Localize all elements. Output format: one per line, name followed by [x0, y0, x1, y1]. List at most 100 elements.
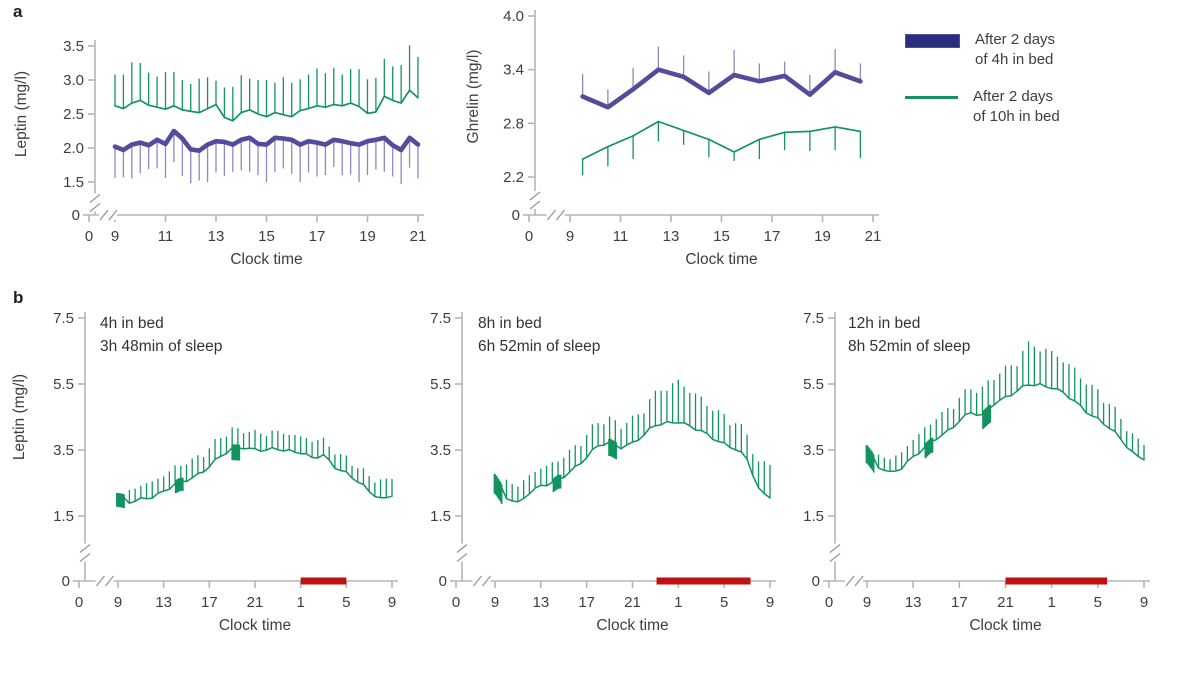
svg-text:5: 5 — [720, 594, 728, 611]
y-axis-title: Leptin (mg/l) — [13, 71, 30, 157]
x-axis-title: Clock time — [219, 617, 291, 634]
svg-text:0: 0 — [85, 228, 93, 245]
svg-text:9: 9 — [111, 228, 119, 245]
legend-swatch-10h-line-icon — [905, 96, 958, 99]
svg-text:7.5: 7.5 — [53, 310, 74, 327]
panel-a-label: a — [13, 2, 23, 21]
svg-text:3.5: 3.5 — [803, 442, 824, 459]
svg-text:0: 0 — [75, 594, 83, 611]
axes: 2.2 2.8 3.4 4.0 00 9 11 13 15 17 19 21 — [503, 8, 881, 245]
svg-text:21: 21 — [997, 594, 1014, 611]
svg-text:17: 17 — [764, 228, 781, 245]
svg-text:2.8: 2.8 — [503, 115, 524, 132]
legend-label-4h-line2: of 4h in bed — [975, 51, 1054, 68]
svg-text:9: 9 — [114, 594, 122, 611]
series-0-green — [493, 379, 771, 505]
svg-text:13: 13 — [155, 594, 172, 611]
axis-break-marks — [79, 543, 115, 587]
svg-text:21: 21 — [865, 228, 882, 245]
annotation-line-2: 3h 48min of sleep — [100, 338, 222, 355]
svg-text:1: 1 — [1047, 594, 1055, 611]
annotation-line-1: 4h in bed — [100, 315, 164, 332]
svg-text:21: 21 — [410, 228, 427, 245]
svg-text:1.5: 1.5 — [63, 174, 84, 191]
legend-label-4h: After 2 days of 4h in bed — [975, 30, 1055, 70]
svg-text:1: 1 — [296, 594, 304, 611]
chart-leptin-b-4h: 1.5 3.5 5.5 7.5 0 0 9 13 17 21 1 5 9 Leptin (mg/l) Clo… — [0, 300, 430, 675]
svg-text:0: 0 — [812, 573, 820, 590]
svg-text:3.4: 3.4 — [503, 62, 524, 79]
svg-text:19: 19 — [359, 228, 376, 245]
svg-text:5: 5 — [1094, 594, 1102, 611]
legend: After 2 days of 4h in bed After 2 days o… — [905, 30, 1197, 144]
axes: 1.53.55.57.500 9 13 17 21 1 5 9 — [53, 310, 398, 611]
svg-text:9: 9 — [566, 228, 574, 245]
svg-text:15: 15 — [713, 228, 730, 245]
y-axis-title: Ghrelin (mg/l) — [465, 50, 482, 144]
x-axis-title: Clock time — [230, 251, 302, 268]
svg-text:13: 13 — [532, 594, 549, 611]
axes: 1.53.55.57.500 9 13 17 21 1 5 9 — [430, 310, 776, 611]
annotation-line-2: 6h 52min of sleep — [478, 338, 600, 355]
svg-text:7.5: 7.5 — [803, 310, 824, 327]
svg-text:0: 0 — [72, 207, 80, 224]
x-axis-title: Clock time — [596, 617, 668, 634]
legend-label-4h-line1: After 2 days — [975, 31, 1056, 48]
panel-b-label: b — [13, 288, 24, 307]
svg-text:11: 11 — [613, 228, 629, 245]
svg-text:11: 11 — [158, 228, 174, 245]
svg-text:0: 0 — [452, 594, 460, 611]
x-axis-title: Clock time — [969, 617, 1041, 634]
series-1-green — [581, 120, 862, 176]
svg-text:17: 17 — [201, 594, 218, 611]
axes: 1.5 2.0 2.5 3.0 3.5 00 9 11 13 15 17 19 21 — [63, 38, 426, 245]
svg-text:0: 0 — [525, 228, 533, 245]
svg-text:9: 9 — [491, 594, 499, 611]
svg-text:9: 9 — [863, 594, 871, 611]
annotation-line-1: 12h in bed — [848, 315, 920, 332]
svg-text:0: 0 — [825, 594, 833, 611]
series-0-green — [114, 45, 419, 122]
svg-text:0: 0 — [512, 207, 520, 224]
svg-text:13: 13 — [208, 228, 225, 245]
axis-break-marks — [529, 191, 566, 221]
chart-leptin-b-12h: 1.5 3.5 5.5 7.5 0 0 9 13 17 21 1 5 9 Clock time 12h in… — [790, 300, 1200, 675]
series-0-green — [865, 341, 1145, 473]
svg-text:0: 0 — [62, 573, 70, 590]
chart-svg-leptin-a: 1.5 2.0 2.5 3.0 3.5 00 9 11 13 15 17 19 21 Leptin (mg… — [13, 38, 426, 268]
svg-text:9: 9 — [766, 594, 774, 611]
axis-break-marks — [829, 543, 864, 587]
bed-period-bar — [300, 577, 347, 585]
legend-item-4h: After 2 days of 4h in bed — [905, 30, 1197, 70]
axes: 1.53.55.57.500 9 13 17 21 1 5 9 — [803, 310, 1150, 611]
chart-svg-ghrelin-a: 2.2 2.8 3.4 4.0 00 9 11 13 15 17 19 21 Ghrelin (mg/l… — [465, 8, 881, 268]
legend-label-10h: After 2 days of 10h in bed — [973, 87, 1060, 127]
svg-text:21: 21 — [247, 594, 264, 611]
svg-text:9: 9 — [1140, 594, 1148, 611]
annotation-line-1: 8h in bed — [478, 315, 542, 332]
svg-text:17: 17 — [578, 594, 595, 611]
series-0-green — [116, 427, 393, 509]
series-1-purple — [112, 128, 421, 185]
svg-text:7.5: 7.5 — [430, 310, 451, 327]
svg-text:2.5: 2.5 — [63, 106, 84, 123]
legend-label-10h-line1: After 2 days — [973, 88, 1054, 105]
series-0-purple — [580, 46, 863, 110]
axis-break-marks — [456, 543, 492, 587]
svg-text:3.0: 3.0 — [63, 72, 84, 89]
annotation-line-2: 8h 52min of sleep — [848, 338, 970, 355]
legend-label-10h-line2: of 10h in bed — [973, 108, 1060, 125]
svg-text:19: 19 — [814, 228, 831, 245]
svg-text:0: 0 — [439, 573, 447, 590]
legend-item-10h: After 2 days of 10h in bed — [905, 87, 1197, 127]
svg-text:2.0: 2.0 — [63, 140, 84, 157]
svg-text:17: 17 — [951, 594, 968, 611]
svg-text:1.5: 1.5 — [803, 508, 824, 525]
svg-text:3.5: 3.5 — [430, 442, 451, 459]
svg-text:1.5: 1.5 — [53, 508, 74, 525]
chart-ghrelin-a: 2.2 2.8 3.4 4.0 0 0 9 11 13 15 17 19 21 Ghrelin (mg/l… — [460, 0, 900, 285]
svg-text:5.5: 5.5 — [53, 376, 74, 393]
